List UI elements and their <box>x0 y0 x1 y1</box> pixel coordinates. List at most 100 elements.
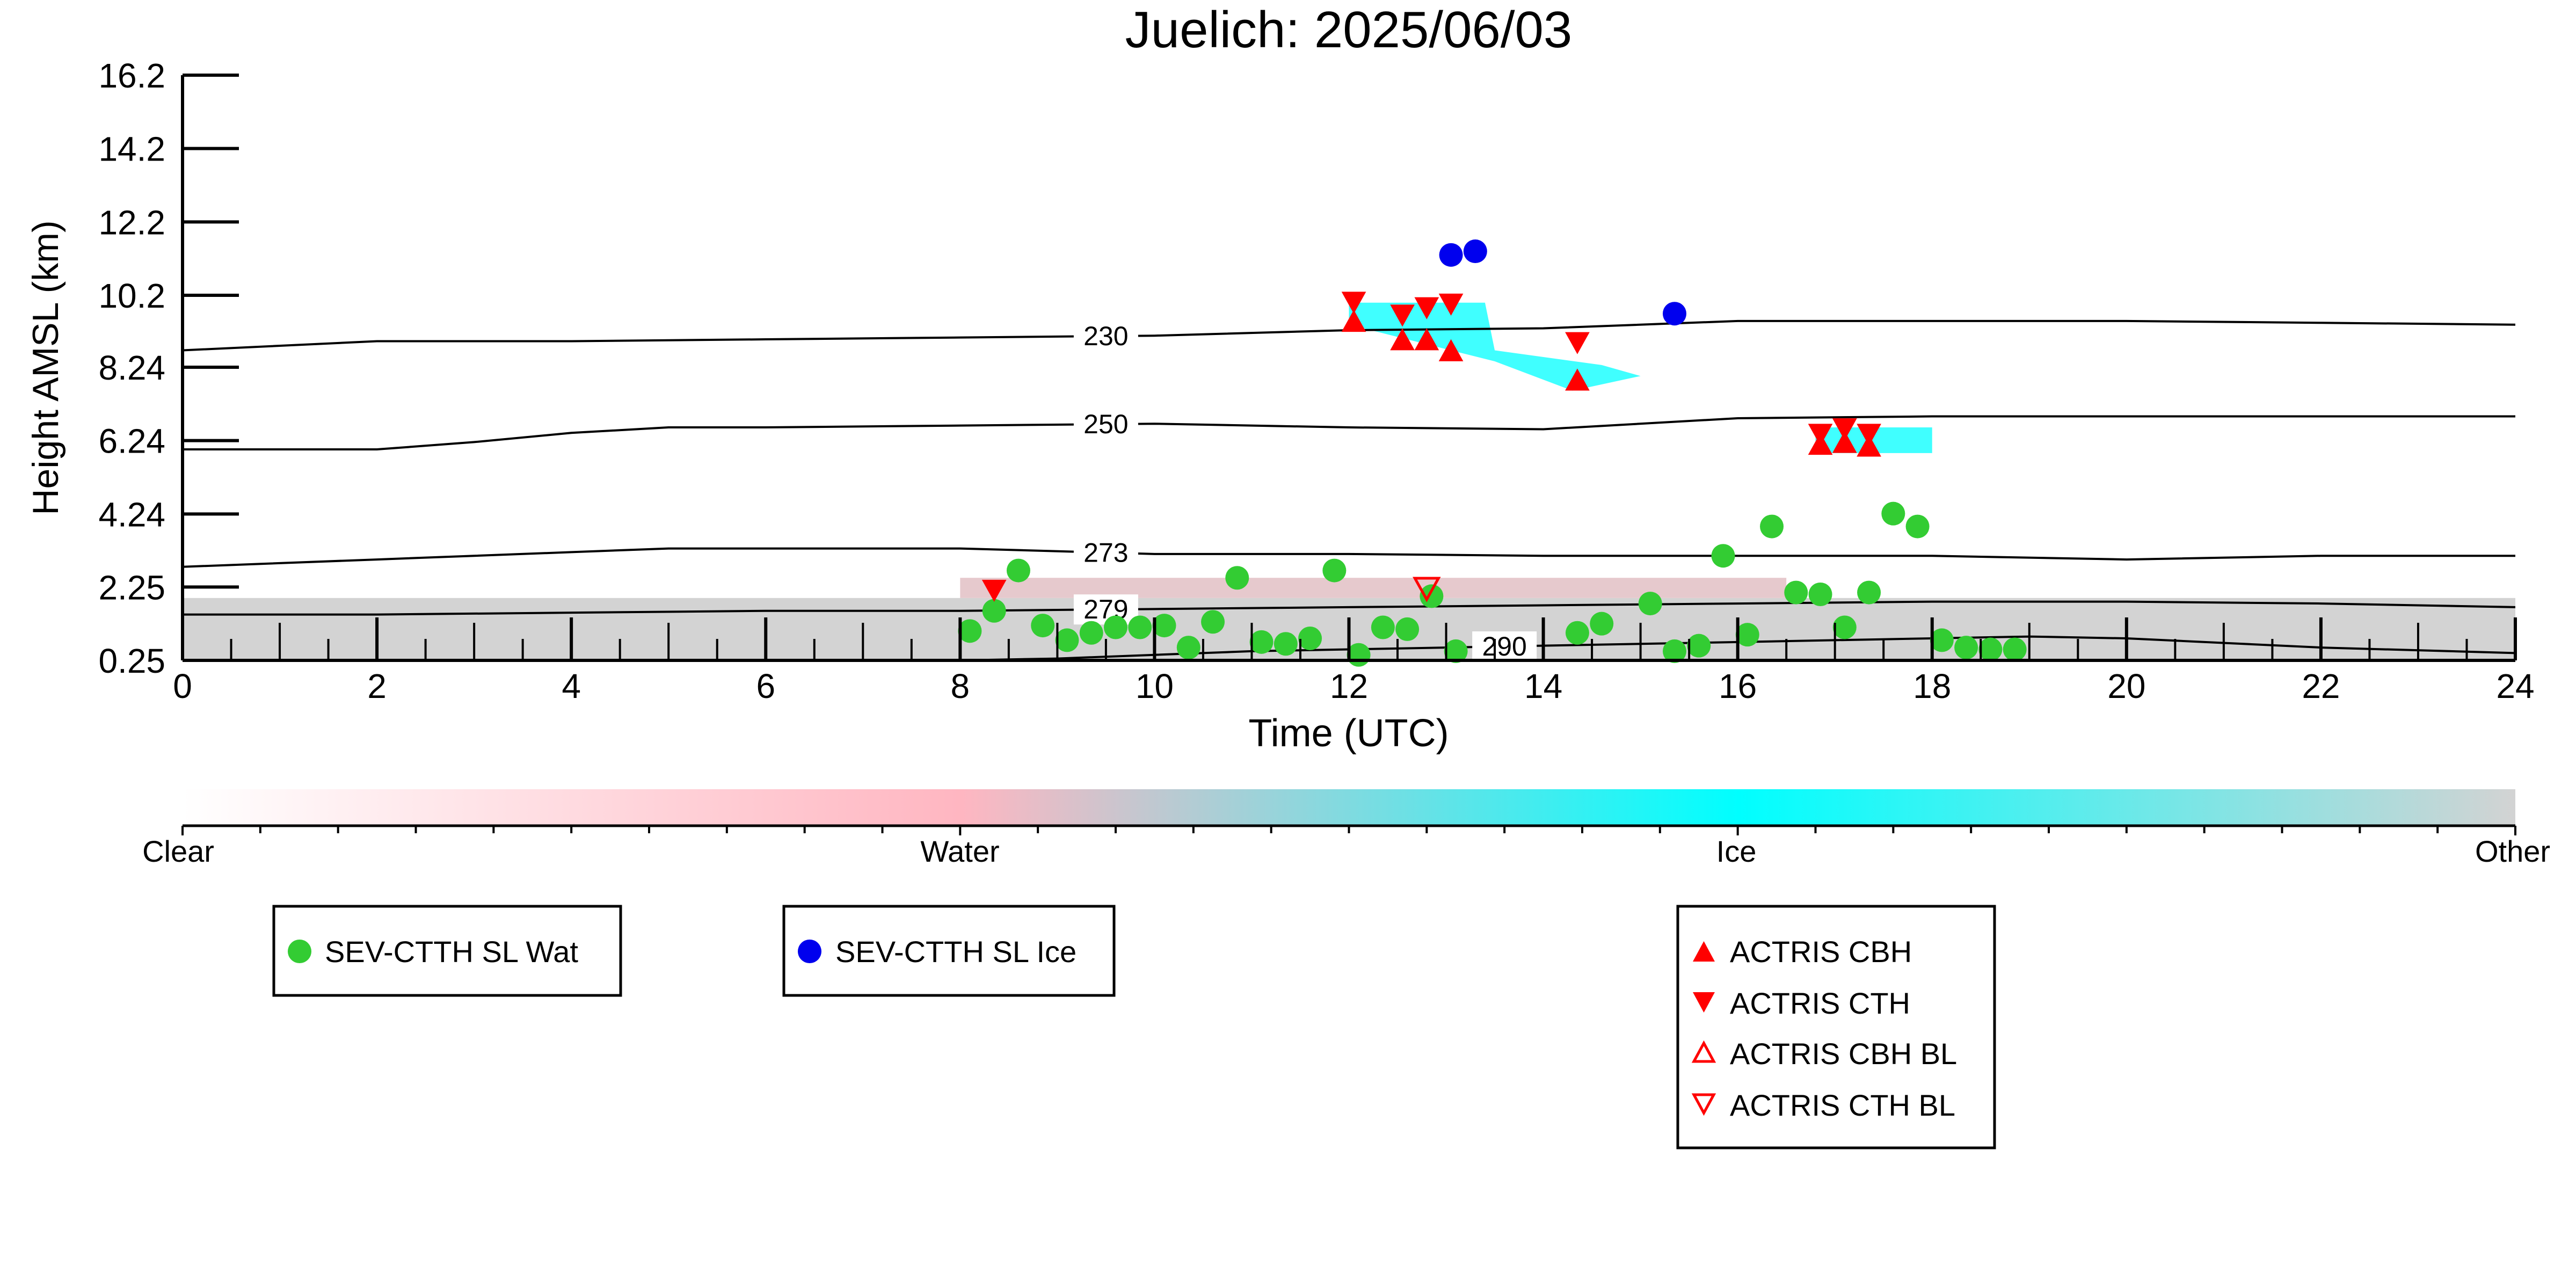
legend-marker-cbh-triangle-up <box>1693 941 1715 962</box>
point-actris-cth <box>1438 293 1464 316</box>
point-actris-cth <box>1832 418 1857 441</box>
isotherm-label-290: 290 <box>1482 631 1526 661</box>
colorbar-label-clear: Clear <box>142 834 214 868</box>
x-tick-label: 24 <box>2496 667 2534 705</box>
isotherm-line-250 <box>183 415 2515 451</box>
point-sev-ctth-sl-wat <box>1954 636 1978 660</box>
y-tick-label: 16.2 <box>98 56 165 95</box>
point-sev-ctth-sl-wat <box>1590 612 1614 636</box>
point-sev-ctth-sl-ice <box>1439 243 1463 267</box>
y-ticks: 0.25 2.25 4.24 6.24 8.24 10.2 12.2 14.2 16.2 <box>98 56 239 680</box>
legend-box <box>272 905 622 997</box>
point-sev-ctth-sl-wat <box>1006 558 1030 583</box>
point-sev-ctth-sl-wat <box>1881 501 1905 526</box>
legend-marker-green-circle <box>288 940 311 963</box>
legend-label-actris-cbh-bl: ACTRIS CBH BL <box>1730 1037 1957 1071</box>
y-tick-label: 2.25 <box>98 568 165 607</box>
y-tick-label: 8.24 <box>98 348 165 387</box>
colorbar-label-water: Water <box>920 834 999 868</box>
x-tick-label: 18 <box>1913 667 1951 705</box>
point-actris-cbh <box>1341 310 1366 332</box>
point-actris-cth <box>1341 292 1366 314</box>
point-sev-ctth-sl-wat <box>1371 615 1395 639</box>
point-actris-cth <box>981 579 1007 602</box>
isotherm-label-bg <box>1073 594 1138 625</box>
x-tick-label: 12 <box>1330 667 1368 705</box>
x-tick-label: 4 <box>562 667 581 705</box>
isotherm-label-273: 273 <box>1083 537 1128 567</box>
point-actris-cbh <box>1438 339 1464 361</box>
x-tick-label: 8 <box>951 667 970 705</box>
legend-label-actris-cbh: ACTRIS CBH <box>1730 935 1912 969</box>
point-sev-ctth-sl-wat <box>1152 614 1176 638</box>
legend-actris: ACTRIS CBH ACTRIS CTH ACTRIS CBH BL ACTR… <box>1676 905 1996 1149</box>
colorbar: Clear Water Ice Other <box>142 789 2550 868</box>
point-actris-cbh <box>1565 368 1590 391</box>
legend-label-sev-wat: SEV-CTTH SL Wat <box>325 935 578 969</box>
isotherm-line-273 <box>183 547 2515 568</box>
point-sev-ctth-sl-wat <box>1322 558 1347 583</box>
legend-box <box>1676 905 1996 1149</box>
point-actris-cbh <box>1832 431 1857 453</box>
point-sev-ctth-sl-wat <box>1298 626 1322 650</box>
point-sev-ctth-sl-wat <box>1079 621 1103 645</box>
point-sev-ctth-sl-wat <box>1031 614 1055 638</box>
isotherm-label-250: 250 <box>1083 409 1128 439</box>
point-actris-cth <box>1857 424 1881 446</box>
point-sev-ctth-sl-wat <box>1662 639 1686 663</box>
point-sev-ctth-sl-wat <box>1055 628 1079 652</box>
legend-label-actris-cth: ACTRIS CTH <box>1730 986 1910 1020</box>
y-tick-label: 12.2 <box>98 203 165 242</box>
point-sev-ctth-sl-wat <box>1832 615 1857 639</box>
data-markers <box>958 239 2027 667</box>
point-sev-ctth-sl-wat <box>1249 630 1274 654</box>
legend-label-sev-ice: SEV-CTTH SL Ice <box>835 935 1076 969</box>
x-tick-label: 14 <box>1524 667 1562 705</box>
point-sev-ctth-sl-wat <box>1687 634 1711 658</box>
y-tick-label: 0.25 <box>98 642 165 680</box>
x-tick-label: 6 <box>756 667 775 705</box>
point-actris-cth <box>1414 297 1439 319</box>
x-tick-label: 16 <box>1719 667 1757 705</box>
y-tick-label: 10.2 <box>98 276 165 315</box>
point-actris-cbh <box>1390 328 1415 351</box>
point-sev-ctth-sl-wat <box>1735 623 1759 647</box>
x-tick-label: 10 <box>1136 667 1174 705</box>
y-tick-label: 6.24 <box>98 422 165 461</box>
point-sev-ctth-sl-wat <box>1905 514 1930 539</box>
y-axis-label: Height AMSL (km) <box>25 220 66 515</box>
point-sev-ctth-sl-wat <box>1444 639 1468 663</box>
point-actris-cth <box>1808 424 1833 446</box>
legend-marker-cbh-bl-triangle-up-open <box>1691 1040 1716 1063</box>
colorbar-gradient <box>183 789 2515 826</box>
isotherm-line-279 <box>183 600 2515 616</box>
legend-water-sev: SEV-CTTH SL Wat <box>272 905 622 997</box>
isotherm-label-bg <box>1073 321 1138 352</box>
x-axis-label: Time (UTC) <box>1248 712 1449 755</box>
chart-title: Juelich: 2025/06/03 <box>1125 1 1573 59</box>
legend-marker-cth-triangle-down <box>1693 992 1715 1013</box>
point-sev-ctth-sl-wat <box>1395 617 1420 641</box>
point-sev-ctth-sl-wat <box>1978 637 2003 661</box>
point-sev-ctth-sl-wat <box>1420 584 1444 608</box>
colorbar-ticks <box>181 826 2516 835</box>
legend-ice-sev: SEV-CTTH SL Ice <box>782 905 1116 997</box>
isotherm-label-bg <box>1073 409 1138 440</box>
cloud-mask-ice-upper <box>1349 302 1641 391</box>
point-sev-ctth-sl-wat <box>1784 580 1808 605</box>
point-sev-ctth-sl-wat <box>982 599 1006 623</box>
point-sev-ctth-sl-wat <box>1274 632 1298 656</box>
x-tick-label: 0 <box>173 667 192 705</box>
legend-marker-cth-bl-triangle-down-open <box>1691 1093 1716 1116</box>
x-tick-label: 20 <box>2107 667 2145 705</box>
point-sev-ctth-sl-wat <box>1638 592 1662 616</box>
point-sev-ctth-sl-ice <box>1463 239 1487 264</box>
point-actris-cbh <box>1414 328 1439 351</box>
x-ticks: 0 2 4 6 8 10 12 14 16 18 20 22 24 <box>173 617 2535 705</box>
point-actris-cth-bl <box>1413 577 1441 602</box>
y-tick-label: 4.24 <box>98 495 165 534</box>
point-sev-ctth-sl-wat <box>1711 544 1735 568</box>
x-tick-label: 22 <box>2302 667 2340 705</box>
